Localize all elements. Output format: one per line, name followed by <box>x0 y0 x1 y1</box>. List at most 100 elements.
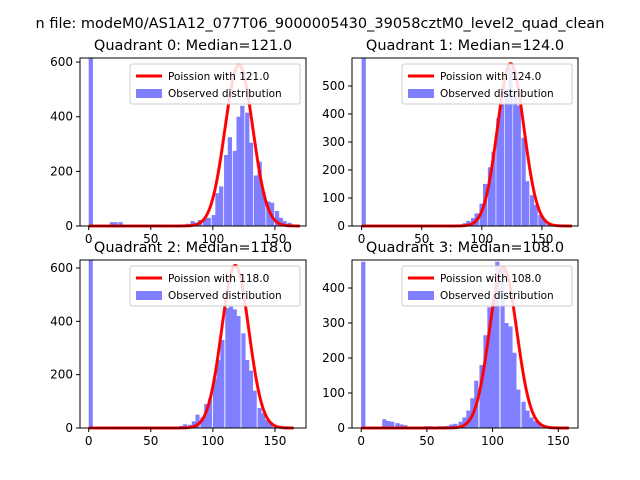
histogram-bar <box>191 421 196 428</box>
histogram-bar <box>216 360 221 428</box>
histogram-bar <box>390 421 395 428</box>
histogram-bar <box>495 261 500 428</box>
subplot-quadrant-2: 0 50 100 150 0 200 400 600 Quadrant 2: Median=11… <box>50 240 307 448</box>
histogram-bar <box>248 370 253 428</box>
x-tick-label: 150 <box>530 232 553 246</box>
histogram-bar <box>479 365 484 428</box>
histogram-bar <box>88 58 93 226</box>
histogram-bar <box>499 104 505 226</box>
legend: Poission with 121.0 Observed distribution <box>129 63 301 105</box>
y-tick-label: 0 <box>65 219 73 233</box>
histogram-bar <box>525 410 530 428</box>
legend-curve-label: Poission with 108.0 <box>440 273 541 285</box>
histogram-bar <box>109 222 115 226</box>
histogram-bar <box>361 261 366 428</box>
legend-curve-label: Poission with 121.0 <box>168 71 269 83</box>
histogram-bar <box>265 420 270 428</box>
histogram-bar <box>529 417 534 428</box>
y-tick-label: 0 <box>337 421 345 435</box>
axes-frame <box>79 57 307 227</box>
x-tick-label: 50 <box>419 434 434 448</box>
subplot-title: Quadrant 0: Median=121.0 <box>94 38 292 54</box>
histogram-bar <box>541 219 547 226</box>
histogram-bar <box>483 335 488 428</box>
legend-box <box>401 63 573 105</box>
histogram-bar <box>118 222 123 226</box>
legend-bars-label: Observed distribution <box>440 88 554 100</box>
legend: Poission with 118.0 Observed distribution <box>129 265 301 307</box>
histogram-bar <box>538 214 543 226</box>
y-tick-label: 200 <box>322 163 345 177</box>
histogram-bar <box>521 401 526 428</box>
histogram-bar <box>449 424 454 428</box>
axes-frame <box>79 259 307 429</box>
x-tick-label: 100 <box>481 434 504 448</box>
x-tick-label: 150 <box>264 434 287 448</box>
histogram-bar <box>236 116 241 226</box>
histogram-bar <box>278 217 283 226</box>
histogram-bar <box>248 142 254 226</box>
histogram-bar <box>212 378 217 428</box>
legend-bars-label: Observed distribution <box>168 290 282 302</box>
histogram-bar <box>491 151 496 226</box>
y-tick-label: 100 <box>322 191 345 205</box>
y-tick-label: 600 <box>50 55 73 69</box>
histogram-bar <box>245 360 250 428</box>
histogram-bar <box>521 137 526 226</box>
histogram-bar <box>261 413 266 428</box>
y-tick-label: 500 <box>322 79 345 93</box>
y-tick-label: 200 <box>50 368 73 382</box>
histogram-bar <box>504 88 509 226</box>
figure-suptitle: n file: modeM0/AS1A12_077T06_9000005430_… <box>36 16 605 32</box>
y-tick-label: 400 <box>50 110 73 124</box>
legend-curve-label: Poission with 124.0 <box>440 71 541 83</box>
histogram-bar <box>253 175 259 226</box>
histogram-bar <box>504 323 509 428</box>
histogram-bar <box>245 112 250 226</box>
histogram-bar <box>268 422 273 428</box>
y-tick-label: 0 <box>65 421 73 435</box>
histogram-bar <box>537 423 542 428</box>
histogram-bar <box>496 118 501 226</box>
histogram-bar <box>257 408 262 428</box>
legend: Poission with 108.0 Observed distribution <box>401 265 573 307</box>
legend: Poission with 124.0 Observed distribution <box>401 63 573 105</box>
histogram-bar <box>204 404 209 428</box>
histogram-bar <box>240 105 245 226</box>
legend-bars-swatch <box>408 291 434 300</box>
legend-bars-swatch <box>136 89 162 98</box>
legend-bars-label: Observed distribution <box>168 88 282 100</box>
histogram-bar <box>282 221 287 226</box>
histogram-bar <box>202 217 208 226</box>
subplot-title: Quadrant 3: Median=108.0 <box>366 240 564 256</box>
x-tick-label: 0 <box>85 232 93 246</box>
histogram-bar <box>266 201 271 226</box>
histogram-bar <box>516 105 521 226</box>
x-tick-label: 50 <box>143 434 158 448</box>
histogram-bar <box>195 414 200 428</box>
histogram-bar <box>513 93 518 226</box>
histogram-bar <box>508 326 513 428</box>
histogram-bar <box>386 421 391 428</box>
y-tick-label: 400 <box>50 314 73 328</box>
x-tick-label: 150 <box>547 434 570 448</box>
histogram-bar <box>252 390 257 428</box>
histogram-bar <box>227 137 232 226</box>
x-tick-label: 150 <box>264 232 287 246</box>
histogram-bar <box>224 154 229 226</box>
histogram-bar <box>533 205 538 226</box>
histogram-bar <box>211 215 216 226</box>
histogram-bar <box>206 217 211 226</box>
histogram-bar <box>229 306 234 428</box>
y-tick-label: 400 <box>322 107 345 121</box>
y-tick-label: 0 <box>337 219 345 233</box>
histogram-bar <box>491 298 496 428</box>
histogram-bar <box>508 67 513 226</box>
histogram-bar <box>236 316 241 428</box>
histogram-bar <box>487 167 493 226</box>
subplot-quadrant-3: 0 50 100 150 0 100 200 300 400 Quadrant 3: Median… <box>322 240 579 448</box>
histogram-bar <box>190 221 195 226</box>
y-tick-label: 300 <box>322 316 345 330</box>
x-tick-label: 100 <box>201 434 224 448</box>
histogram-bar <box>207 398 212 428</box>
